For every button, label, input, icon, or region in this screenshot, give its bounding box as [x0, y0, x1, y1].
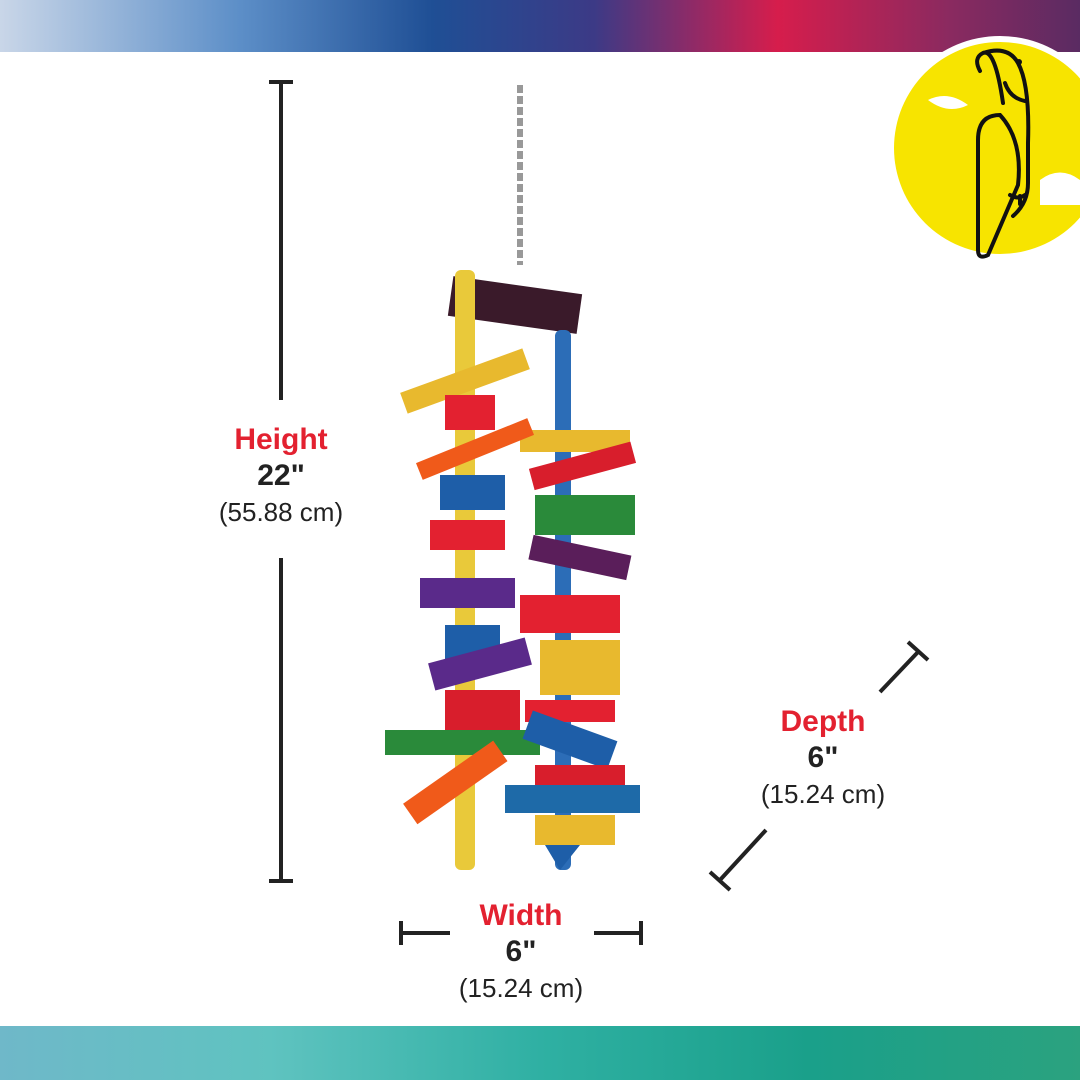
top-decorative-banner: [0, 0, 1080, 52]
bottom-decorative-banner: [0, 1026, 1080, 1080]
parrot-icon: [975, 48, 1031, 259]
height-label: Height: [234, 423, 328, 456]
depth-dimension-line: [708, 640, 930, 892]
depth-imperial: 6": [807, 741, 839, 774]
height-metric: (55.88 cm): [218, 497, 344, 527]
height-label-group: Height 22" (55.88 cm): [180, 422, 382, 530]
height-imperial: 22": [257, 459, 305, 492]
width-label: Width: [479, 899, 563, 932]
width-label-group: Width 6" (15.24 cm): [420, 898, 622, 1006]
width-imperial: 6": [505, 935, 537, 968]
depth-metric: (15.24 cm): [760, 779, 886, 809]
depth-label-group: Depth 6" (15.24 cm): [722, 704, 924, 812]
depth-label: Depth: [780, 705, 866, 738]
bird-toy-product-image: [385, 85, 640, 870]
height-dimension-line: [269, 80, 293, 883]
parrot-logo: [888, 36, 1080, 260]
width-dimension-line: [399, 921, 643, 945]
width-metric: (15.24 cm): [458, 973, 584, 1003]
